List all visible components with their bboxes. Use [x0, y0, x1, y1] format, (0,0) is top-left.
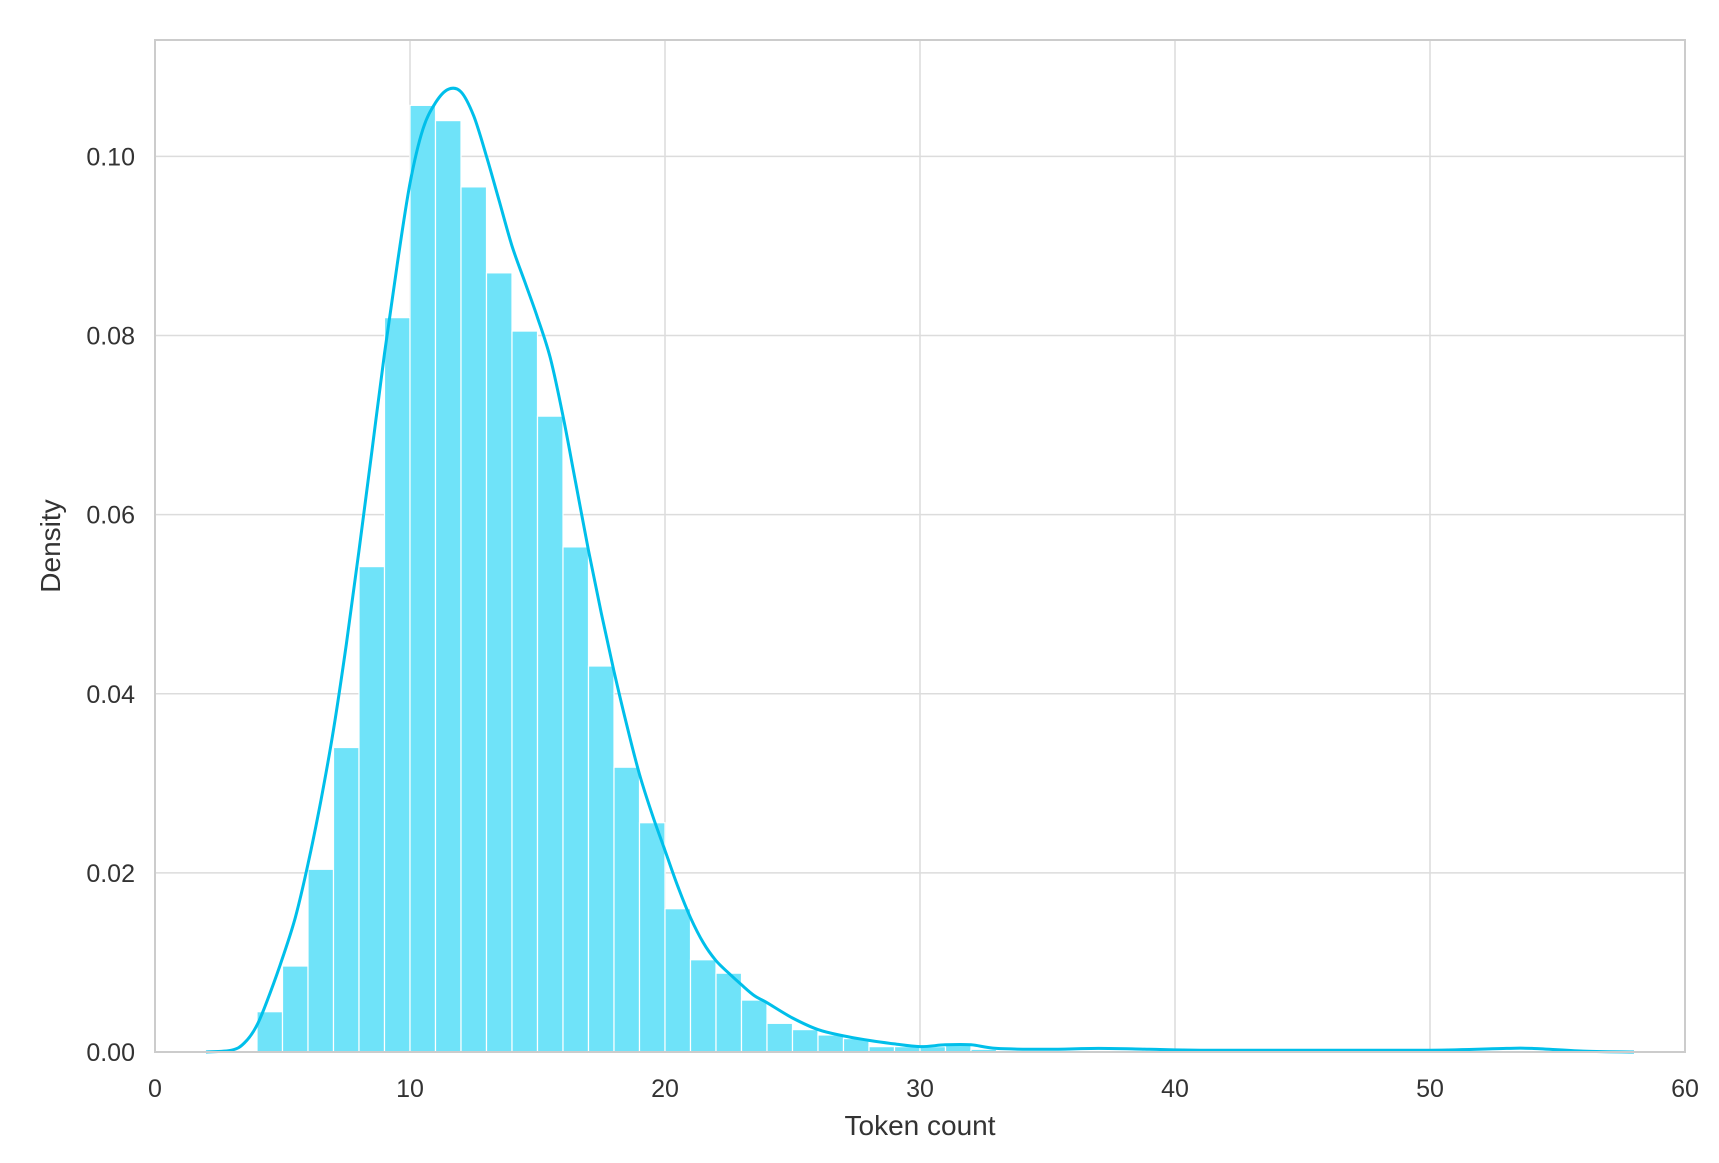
y-tick-label: 0.08: [86, 323, 135, 351]
x-tick-label: 0: [148, 1075, 162, 1103]
histogram-bar: [460, 186, 488, 1053]
histogram-bar: [332, 746, 360, 1053]
histogram-bar: [485, 272, 513, 1053]
y-tick-label: 0.02: [86, 860, 135, 888]
y-axis-label: Density: [35, 499, 66, 592]
histogram-bar: [536, 415, 564, 1053]
x-tick-label: 20: [651, 1075, 679, 1103]
x-tick-label: 30: [906, 1075, 934, 1103]
histogram-bar: [562, 546, 590, 1053]
y-tick-label: 0.04: [86, 681, 135, 709]
histogram-bar: [791, 1029, 819, 1053]
histogram-bar: [817, 1034, 845, 1053]
y-tick-label: 0.10: [86, 143, 135, 171]
kde-curve-group: [205, 86, 1635, 1054]
x-tick-label: 50: [1416, 1075, 1444, 1103]
histogram-bar: [511, 330, 539, 1053]
histogram-bar: [740, 999, 768, 1053]
histogram-bar: [587, 665, 615, 1053]
histogram-bar: [358, 565, 386, 1053]
x-tick-label: 40: [1161, 1075, 1189, 1103]
histogram-bar: [689, 959, 717, 1053]
histogram-bar: [613, 766, 641, 1053]
x-tick-label: 10: [396, 1075, 424, 1103]
x-axis-label: Token count: [845, 1110, 996, 1141]
histogram-bars: [256, 104, 998, 1053]
histogram-bar: [307, 868, 335, 1053]
histogram-bar: [638, 822, 666, 1053]
y-tick-label: 0.00: [86, 1039, 135, 1067]
x-tick-label: 60: [1671, 1075, 1699, 1103]
plot-border: [154, 39, 1686, 1053]
histogram-bar: [664, 908, 692, 1053]
histogram-bar: [281, 965, 309, 1053]
x-tick-labels: 0 10 20 30 40 50 60: [148, 1075, 1699, 1103]
histogram-bar: [409, 104, 437, 1053]
histogram-bar: [715, 972, 743, 1053]
y-tick-labels: 0.00 0.02 0.04 0.06 0.08 0.10: [86, 143, 135, 1067]
plot-frame: [154, 39, 1686, 1053]
histogram-bar: [766, 1022, 794, 1053]
histogram-bar: [383, 317, 411, 1053]
y-tick-label: 0.06: [86, 502, 135, 530]
kde-curve: [205, 86, 1635, 1054]
histogram-bar: [434, 120, 462, 1053]
